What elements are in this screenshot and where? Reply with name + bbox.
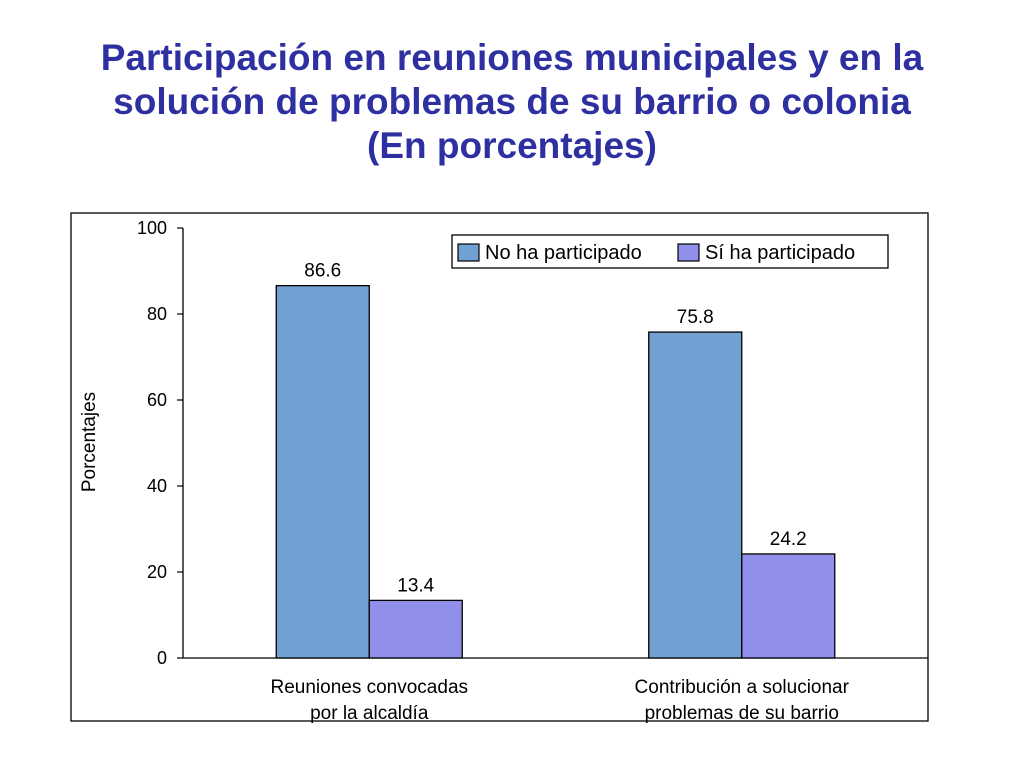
y-axis-title: Porcentajes	[79, 392, 100, 492]
legend-swatch	[677, 243, 700, 262]
x-category-label: por la alcaldía	[310, 703, 429, 724]
bar	[648, 331, 743, 659]
legend-box	[451, 234, 889, 269]
y-tick-label: 20	[147, 562, 167, 582]
data-label: 75.8	[677, 307, 714, 328]
title-line-3: (En porcentajes)	[367, 125, 657, 166]
bar	[275, 284, 370, 659]
legend: No ha participado Sí ha participado	[451, 234, 889, 269]
y-tick-label: 40	[147, 476, 167, 496]
legend-label: No ha participado	[485, 242, 642, 264]
legend-label: Sí ha participado	[705, 242, 855, 264]
title-line-1: Participación en reuniones municipales y…	[100, 37, 924, 78]
x-category-label: Reuniones convocadas	[270, 677, 468, 698]
legend-swatch	[457, 243, 480, 262]
x-category-label: Contribución a solucionar	[635, 677, 850, 698]
page-title: Participación en reuniones municipales y…	[0, 36, 1024, 168]
x-category-label: problemas de su barrio	[645, 703, 839, 724]
y-tick-label: 100	[137, 218, 167, 238]
y-tick-label: 0	[157, 648, 167, 668]
data-label: 13.4	[397, 575, 434, 596]
title-line-2: solución de problemas de su barrio o col…	[113, 81, 911, 122]
plot-area: 0 20 40 60 80 100 86.6 13.4 Reuniones convocadas…	[137, 218, 928, 724]
bar	[741, 553, 836, 659]
data-label: 24.2	[770, 529, 807, 550]
bar	[368, 599, 463, 659]
y-tick-label: 60	[147, 390, 167, 410]
y-tick-label: 80	[147, 304, 167, 324]
data-label: 86.6	[304, 261, 341, 282]
